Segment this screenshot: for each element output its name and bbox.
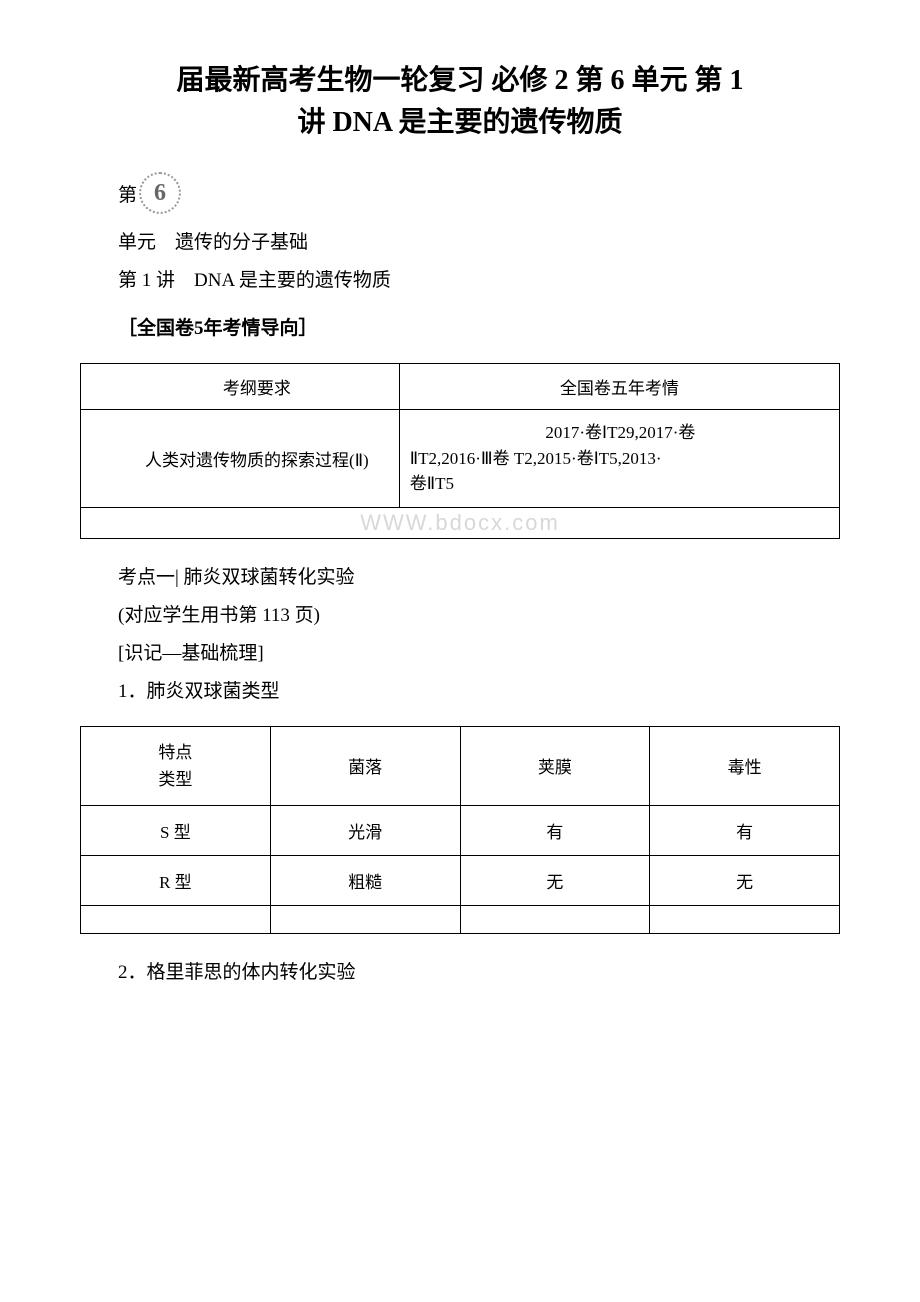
table-cell: 光滑 <box>270 805 460 855</box>
table-cell-empty <box>460 905 650 933</box>
document-title: 届最新高考生物一轮复习 必修 2 第 6 单元 第 1 讲 DNA 是主要的遗传… <box>80 60 840 144</box>
table-row: 人类对遗传物质的探索过程(Ⅱ) 2017·卷ⅠT29,2017·卷 ⅡT2,20… <box>81 410 840 508</box>
lecture-title: 第 1 讲 DNA 是主要的遗传物质 <box>80 262 840 300</box>
table-cell: 无 <box>650 855 840 905</box>
topic-1-item-2: 2．格里菲思的体内转化实验 <box>80 954 840 992</box>
title-line-1: 届最新高考生物一轮复习 必修 2 第 6 单元 第 1 <box>176 65 743 96</box>
table-cell: S 型 <box>81 805 271 855</box>
table-header-cell: 毒性 <box>650 726 840 805</box>
table-row: 考纲要求 全国卷五年考情 <box>81 364 840 410</box>
table-row: 特点 类型 菌落 荚膜 毒性 <box>81 726 840 805</box>
table-cell: 无 <box>460 855 650 905</box>
exam-section-header: ［全国卷5年考情导向］ <box>80 310 840 348</box>
table-cell-empty <box>81 905 271 933</box>
exam-years-line1: 2017·卷ⅠT29,2017·卷 <box>410 420 831 446</box>
table-cell-empty <box>650 905 840 933</box>
table-row: S 型 光滑 有 有 <box>81 805 840 855</box>
table-cell: 有 <box>460 805 650 855</box>
exam-years-line2: ⅡT2,2016·Ⅲ卷 T2,2015·卷ⅠT5,2013· <box>410 446 831 472</box>
table-cell-empty <box>270 905 460 933</box>
exam-requirement: 人类对遗传物质的探索过程(Ⅱ) <box>81 410 400 508</box>
bacteria-type-table: 特点 类型 菌落 荚膜 毒性 S 型 光滑 有 有 R 型 粗糙 无 无 <box>80 726 840 934</box>
table-row: WWW.bdocx.com <box>81 507 840 538</box>
unit-prefix: 第 <box>80 180 137 207</box>
table-row: R 型 粗糙 无 无 <box>81 855 840 905</box>
topic-1-item-1: 1．肺炎双球菌类型 <box>80 673 840 711</box>
unit-name: 单元 遗传的分子基础 <box>80 224 840 262</box>
topic-1-reference: (对应学生用书第 113 页) <box>80 597 840 635</box>
exam-info-table: 考纲要求 全国卷五年考情 人类对遗传物质的探索过程(Ⅱ) 2017·卷ⅠT29,… <box>80 363 840 539</box>
table-cell: 粗糙 <box>270 855 460 905</box>
exam-years: 2017·卷ⅠT29,2017·卷 ⅡT2,2016·Ⅲ卷 T2,2015·卷Ⅰ… <box>399 410 839 508</box>
title-line-2: 讲 DNA 是主要的遗传物质 <box>297 107 622 138</box>
table-cell: 有 <box>650 805 840 855</box>
table-header-right: 全国卷五年考情 <box>399 364 839 410</box>
table-header-left: 考纲要求 <box>81 364 400 410</box>
watermark-text: WWW.bdocx.com <box>81 507 840 538</box>
table-header-cell: 特点 类型 <box>81 726 271 805</box>
topic-1-section: [识记—基础梳理] <box>80 635 840 673</box>
unit-indicator: 第 6 <box>80 174 840 212</box>
unit-number: 6 <box>154 180 166 207</box>
table-row <box>81 905 840 933</box>
header-1b: 类型 <box>158 770 192 789</box>
table-cell: R 型 <box>81 855 271 905</box>
topic-1-title: 考点一| 肺炎双球菌转化实验 <box>80 559 840 597</box>
table-header-cell: 菌落 <box>270 726 460 805</box>
exam-years-line3: 卷ⅡT5 <box>410 471 831 497</box>
table-header-cell: 荚膜 <box>460 726 650 805</box>
header-1a: 特点 <box>158 743 192 762</box>
unit-number-circle: 6 <box>141 174 179 212</box>
